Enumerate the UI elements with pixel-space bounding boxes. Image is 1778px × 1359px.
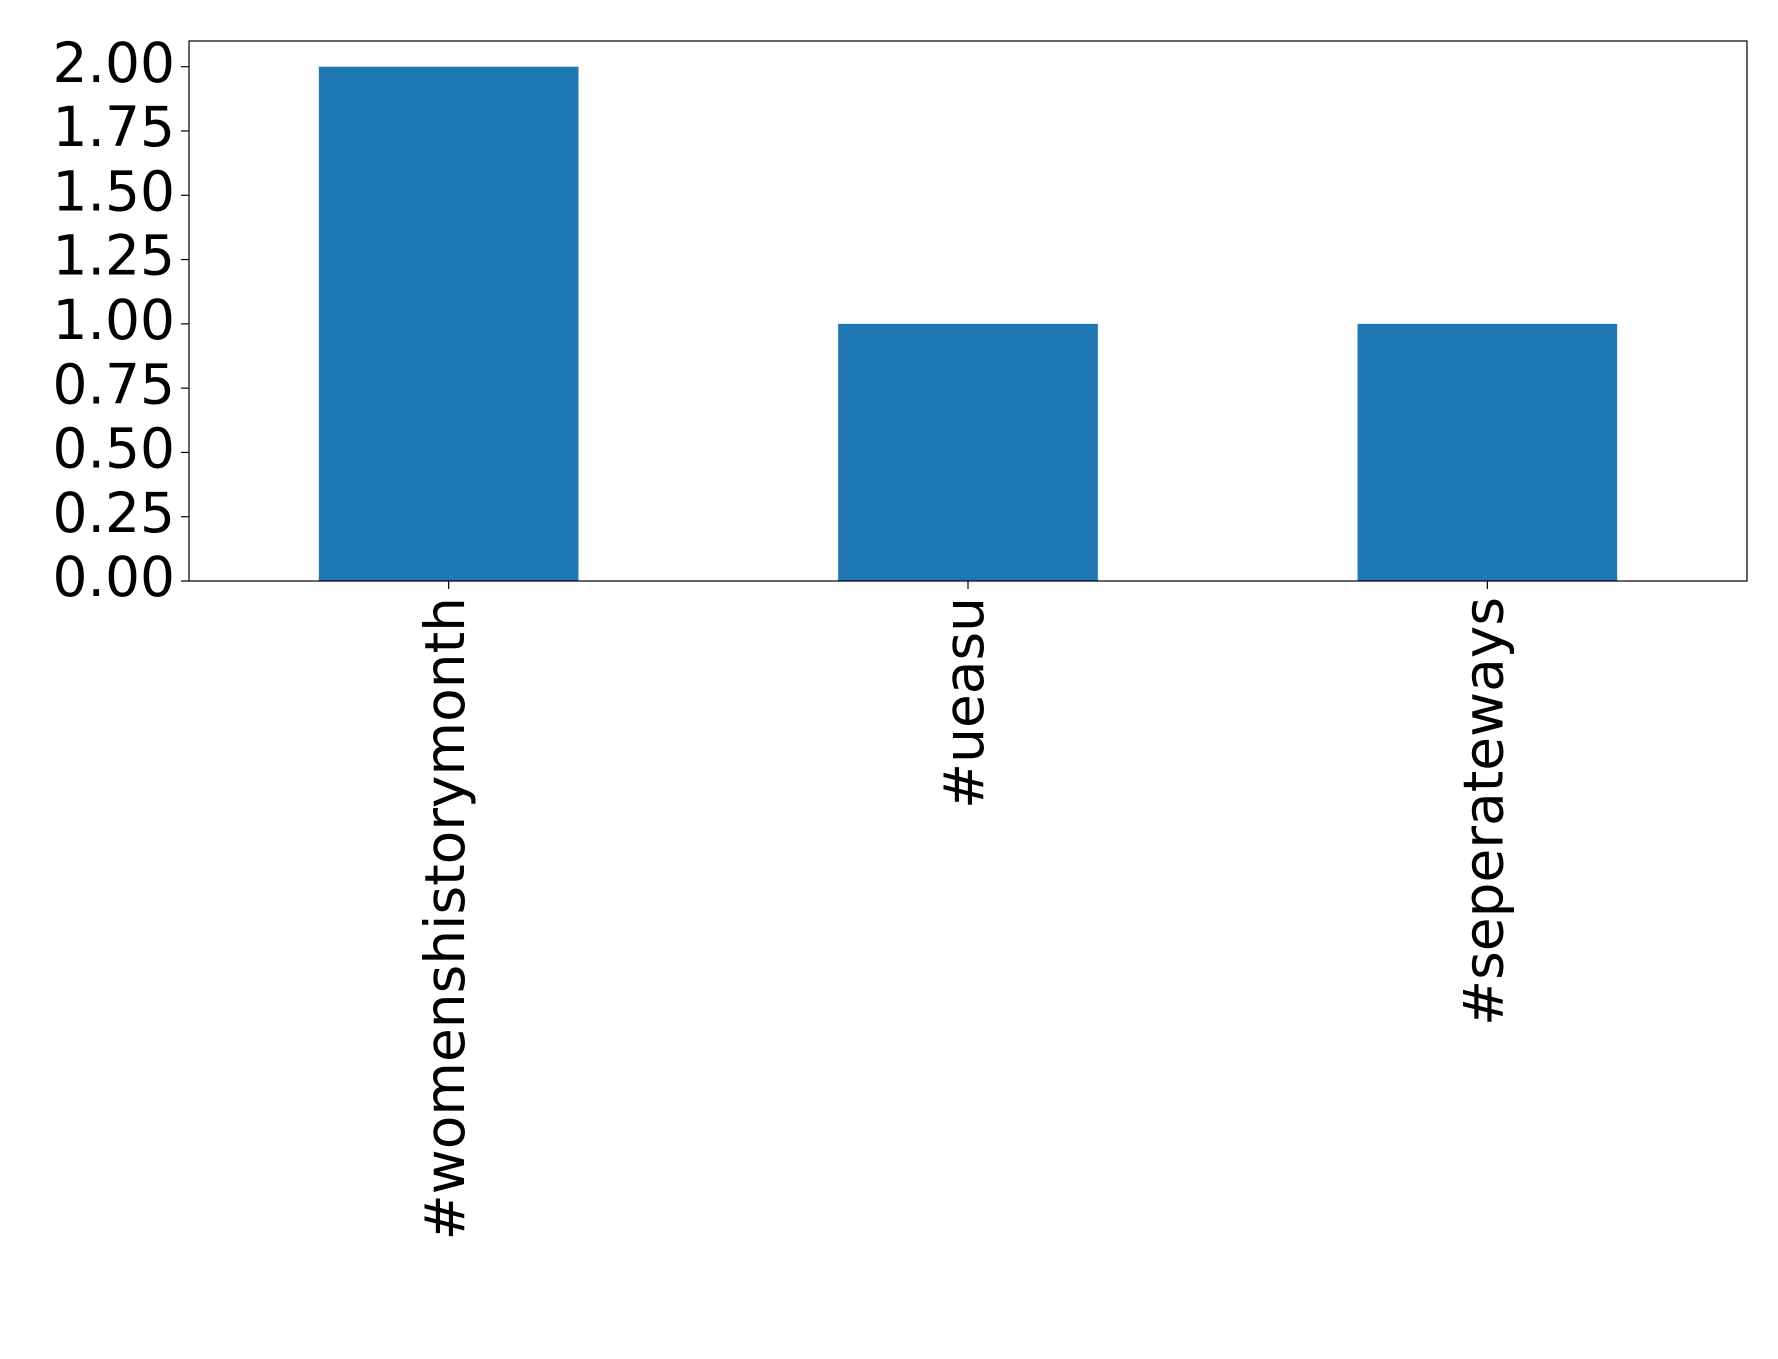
plot-frame (188, 40, 1748, 582)
y-tick-label: 0.00 (53, 545, 175, 609)
bar (1357, 323, 1618, 581)
x-tick-label: #seperateways (1451, 597, 1515, 1026)
y-tick-label: 0.25 (53, 481, 175, 545)
y-tick-label: 0.75 (53, 352, 175, 416)
y-tick-label: 1.00 (53, 288, 175, 352)
y-tick-label: 1.75 (53, 95, 175, 159)
y-tick-label: 1.50 (53, 159, 175, 223)
y-tick-label: 0.50 (53, 417, 175, 481)
x-tick-label: #womenshistorymonth (413, 597, 477, 1240)
y-tick-label: 1.25 (53, 224, 175, 288)
y-tick-label: 2.00 (53, 31, 175, 95)
bar (838, 323, 1098, 581)
x-tick-label: #ueasu (932, 597, 996, 809)
bar (318, 66, 579, 581)
